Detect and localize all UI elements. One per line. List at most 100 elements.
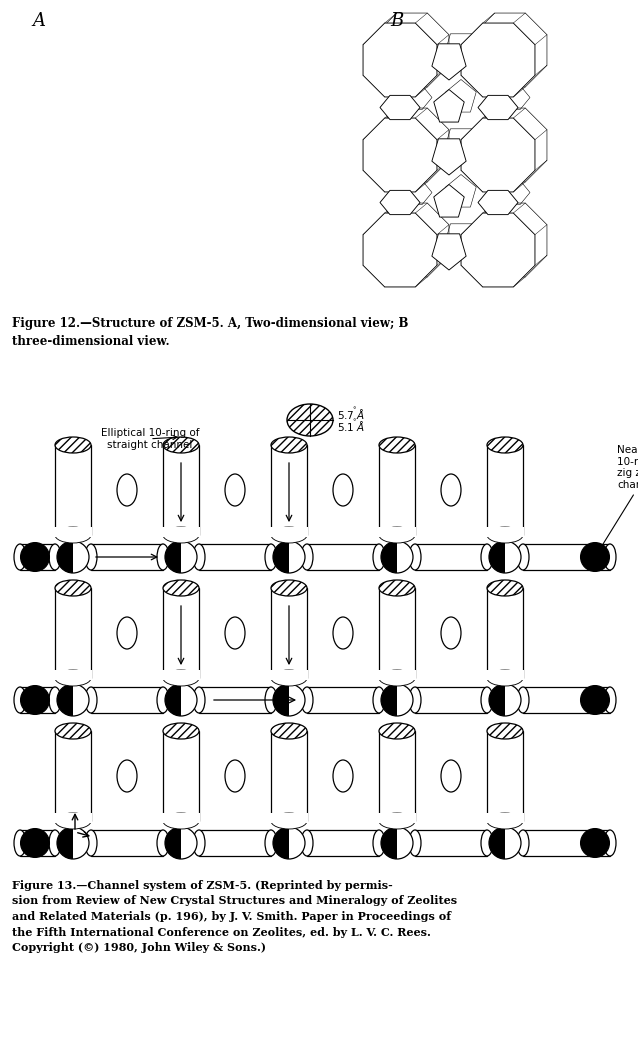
Polygon shape [381, 827, 397, 859]
FancyBboxPatch shape [271, 731, 307, 821]
Ellipse shape [373, 687, 385, 713]
Ellipse shape [55, 437, 91, 453]
FancyBboxPatch shape [91, 830, 163, 856]
Polygon shape [434, 89, 464, 122]
Polygon shape [165, 541, 181, 573]
FancyBboxPatch shape [415, 830, 487, 856]
FancyBboxPatch shape [523, 687, 610, 713]
Polygon shape [241, 4, 285, 28]
Polygon shape [200, 89, 231, 122]
Circle shape [20, 685, 49, 715]
FancyBboxPatch shape [163, 731, 199, 821]
Ellipse shape [409, 687, 421, 713]
FancyBboxPatch shape [20, 544, 55, 570]
Ellipse shape [49, 544, 61, 570]
Ellipse shape [271, 527, 307, 543]
Ellipse shape [409, 830, 421, 856]
Ellipse shape [441, 617, 461, 650]
FancyBboxPatch shape [523, 544, 610, 570]
Ellipse shape [163, 580, 199, 596]
Ellipse shape [117, 474, 137, 506]
Polygon shape [146, 95, 190, 119]
Polygon shape [34, 215, 112, 293]
Polygon shape [478, 190, 518, 214]
Ellipse shape [55, 527, 91, 543]
Polygon shape [273, 541, 289, 573]
FancyBboxPatch shape [55, 731, 91, 821]
Ellipse shape [409, 544, 421, 570]
FancyBboxPatch shape [523, 830, 610, 856]
Polygon shape [380, 96, 420, 120]
Polygon shape [198, 140, 233, 176]
Ellipse shape [373, 544, 385, 570]
Ellipse shape [265, 687, 277, 713]
Ellipse shape [163, 813, 199, 829]
Polygon shape [130, 215, 207, 293]
FancyBboxPatch shape [379, 445, 415, 535]
Polygon shape [489, 827, 505, 859]
Ellipse shape [55, 580, 91, 596]
FancyBboxPatch shape [486, 527, 524, 537]
Text: Figure 13.—Channel system of ZSM-5. (Reprinted by permis-
sion from Review of Ne: Figure 13.—Channel system of ZSM-5. (Rep… [12, 880, 457, 953]
Ellipse shape [157, 830, 169, 856]
FancyBboxPatch shape [486, 669, 524, 680]
Text: °: ° [352, 407, 355, 413]
Text: °: ° [352, 419, 355, 425]
Ellipse shape [487, 437, 523, 453]
Polygon shape [434, 185, 464, 218]
Polygon shape [241, 95, 285, 119]
FancyBboxPatch shape [162, 813, 200, 823]
Ellipse shape [379, 580, 415, 596]
Polygon shape [380, 190, 420, 214]
Ellipse shape [441, 474, 461, 506]
Ellipse shape [487, 723, 523, 739]
Polygon shape [165, 827, 181, 859]
FancyBboxPatch shape [55, 588, 91, 678]
FancyBboxPatch shape [307, 687, 379, 713]
Ellipse shape [517, 544, 529, 570]
FancyBboxPatch shape [378, 669, 416, 680]
Polygon shape [461, 118, 535, 192]
Polygon shape [363, 23, 437, 97]
FancyBboxPatch shape [270, 527, 308, 537]
Ellipse shape [117, 617, 137, 650]
Ellipse shape [14, 687, 26, 713]
Ellipse shape [271, 813, 307, 829]
FancyBboxPatch shape [54, 669, 92, 680]
Ellipse shape [379, 527, 415, 543]
Ellipse shape [163, 527, 199, 543]
Text: B: B [390, 12, 403, 30]
Polygon shape [51, 4, 95, 28]
Ellipse shape [517, 687, 529, 713]
FancyBboxPatch shape [199, 687, 271, 713]
Polygon shape [103, 140, 138, 176]
Circle shape [165, 827, 197, 859]
Ellipse shape [271, 723, 307, 739]
Circle shape [489, 827, 521, 859]
Ellipse shape [85, 687, 97, 713]
Polygon shape [57, 827, 73, 859]
Polygon shape [224, 118, 302, 194]
Polygon shape [105, 187, 136, 220]
Ellipse shape [49, 687, 61, 713]
Polygon shape [198, 238, 233, 274]
Ellipse shape [487, 580, 523, 596]
FancyBboxPatch shape [162, 527, 200, 537]
Polygon shape [200, 89, 231, 122]
Polygon shape [291, 235, 335, 273]
Polygon shape [363, 118, 437, 192]
Ellipse shape [481, 544, 493, 570]
Circle shape [381, 684, 413, 716]
Text: Near-circular
10-ring of
zig zag
channel: Near-circular 10-ring of zig zag channel [597, 445, 638, 554]
Ellipse shape [117, 760, 137, 792]
Ellipse shape [49, 830, 61, 856]
FancyBboxPatch shape [378, 527, 416, 537]
Ellipse shape [301, 544, 313, 570]
Circle shape [20, 828, 49, 858]
Polygon shape [0, 137, 10, 176]
Polygon shape [381, 684, 397, 716]
Circle shape [273, 684, 305, 716]
Ellipse shape [85, 830, 97, 856]
Ellipse shape [271, 669, 307, 686]
Ellipse shape [333, 474, 353, 506]
